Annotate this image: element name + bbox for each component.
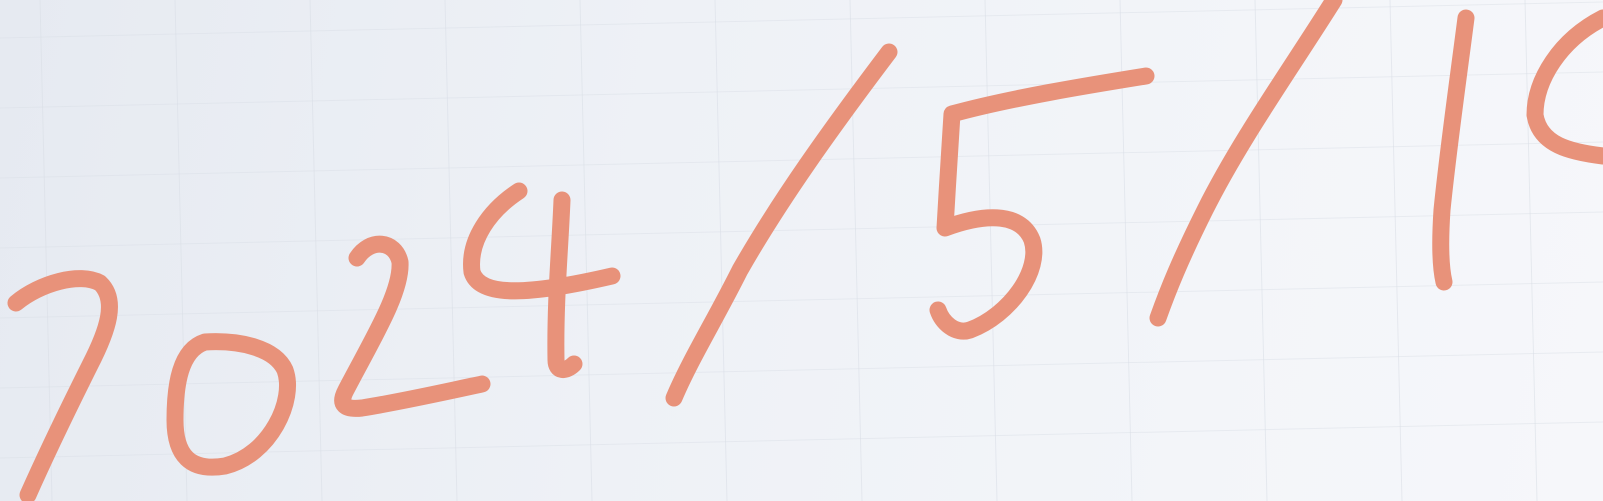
grid-line-horizontal	[0, 351, 1603, 389]
digit-5	[929, 67, 1155, 340]
slash-first	[665, 43, 898, 407]
grid-line-vertical	[39, 0, 53, 501]
grid-line-horizontal	[0, 421, 1603, 459]
grid-line-horizontal	[0, 281, 1603, 319]
grid-line-vertical	[579, 0, 593, 501]
digit-2-second	[334, 235, 491, 417]
grid-line-vertical	[444, 0, 458, 501]
digit-partial	[1526, 9, 1603, 165]
digit-0	[166, 333, 296, 476]
grid-line-vertical	[714, 0, 728, 501]
slash-second	[1149, 0, 1343, 327]
grid-line-horizontal	[0, 211, 1603, 249]
grid-line-vertical	[849, 0, 863, 501]
grid-line-vertical	[1254, 0, 1268, 501]
digit-4	[463, 182, 621, 378]
grid-line-vertical	[1389, 0, 1403, 501]
grid-line-vertical	[984, 0, 998, 501]
digit-2-first	[7, 270, 118, 501]
grid-line-horizontal	[0, 71, 1603, 109]
grid-line-vertical	[174, 0, 188, 501]
grid-line-vertical	[1524, 0, 1538, 501]
grid-line-vertical	[309, 0, 323, 501]
digit-1	[1432, 9, 1475, 291]
